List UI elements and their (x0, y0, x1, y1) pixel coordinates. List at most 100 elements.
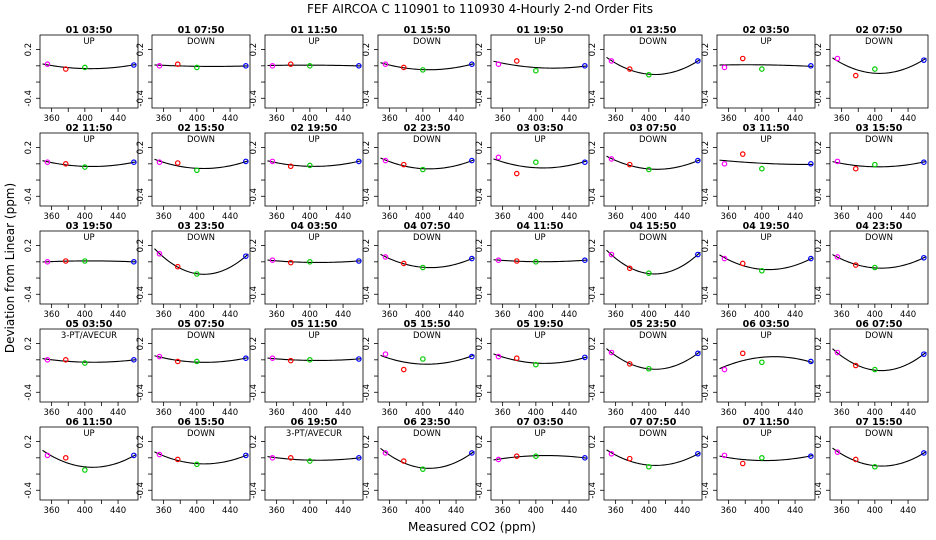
x-tick-label: 440 (335, 212, 351, 222)
data-point (287, 61, 294, 67)
panel-frame (151, 34, 251, 109)
data-point (62, 66, 69, 72)
fit-curve (719, 64, 814, 68)
fit-curve (380, 62, 475, 71)
y-tick-label: -0.4 (588, 482, 598, 499)
data-point (872, 66, 878, 72)
x-tick-label: 360 (495, 506, 511, 516)
panel-frame (490, 132, 590, 207)
data-point (533, 67, 539, 74)
data-point (287, 455, 294, 461)
y-tick-label: 0.2 (814, 435, 824, 449)
data-point (533, 159, 539, 166)
x-tick-label: 440 (900, 310, 916, 320)
x-tick-label: 440 (222, 212, 238, 222)
x-tick-label: 400 (415, 408, 431, 418)
data-point (420, 67, 426, 73)
panel-mode: UP (308, 331, 319, 341)
y-tick-label: 0.2 (588, 141, 598, 155)
fit-curve (832, 447, 927, 467)
data-point (44, 159, 51, 166)
y-tick-label: -0.4 (136, 482, 146, 499)
y-tick-label: 0.2 (249, 337, 259, 351)
panel-mode: UP (534, 135, 545, 145)
data-point (759, 267, 765, 274)
data-point (420, 466, 426, 472)
data-point (243, 253, 249, 259)
x-tick-label: 440 (900, 114, 916, 124)
data-point (469, 61, 475, 67)
data-point (62, 258, 69, 264)
y-tick-label: 0.2 (814, 239, 824, 253)
y-tick-label: -0.4 (814, 482, 824, 499)
data-point (44, 61, 51, 67)
x-tick-label: 360 (495, 310, 511, 320)
fit-curve (154, 451, 249, 465)
data-point (808, 161, 814, 167)
fit-curve (380, 447, 475, 469)
y-tick-label: 0.2 (701, 141, 711, 155)
panel-time: 05 03:50 (66, 319, 113, 330)
data-point (646, 463, 652, 470)
panel-time: 06 15:50 (178, 417, 225, 428)
fit-curve (42, 449, 137, 468)
data-point (921, 351, 927, 357)
panel-mode: DOWN (413, 233, 441, 243)
x-tick-label: 400 (415, 310, 431, 320)
x-tick-label: 360 (269, 114, 285, 124)
data-point (400, 366, 407, 373)
fit-curve (832, 254, 927, 269)
y-tick-label: 0.2 (362, 337, 372, 351)
x-tick-label: 400 (77, 408, 93, 418)
fit-curve (42, 160, 137, 168)
x-tick-label: 440 (448, 506, 464, 516)
data-point (872, 161, 878, 168)
panel-frame (603, 132, 703, 207)
panel-time: 07 15:50 (856, 417, 903, 428)
panel-time: 05 15:50 (404, 319, 451, 330)
data-point (626, 66, 633, 72)
y-tick-label: 0.2 (814, 337, 824, 351)
data-point (194, 64, 200, 71)
data-point (852, 165, 859, 172)
panel-frame (264, 34, 364, 109)
panel-time: 05 23:50 (630, 319, 677, 330)
data-point (739, 260, 746, 267)
data-point (582, 63, 588, 69)
panel-time: 03 15:50 (856, 123, 903, 134)
panel-mode: UP (760, 233, 771, 243)
fit-curve (154, 158, 249, 170)
x-tick-label: 360 (382, 212, 398, 222)
panel-frame (716, 132, 816, 207)
y-tick-label: 0.2 (814, 141, 824, 155)
y-tick-label: -0.4 (24, 482, 34, 499)
panel-time: 04 07:50 (404, 221, 451, 232)
y-tick-label: -0.4 (362, 188, 372, 205)
x-tick-label: 440 (787, 310, 803, 320)
x-tick-label: 400 (415, 506, 431, 516)
x-tick-label: 360 (269, 408, 285, 418)
panel-time: 07 03:50 (517, 417, 564, 428)
panel-mode: UP (308, 37, 319, 47)
data-point (582, 354, 588, 361)
panel-time: 05 19:50 (517, 319, 564, 330)
y-tick-label: -0.4 (24, 90, 34, 107)
panel-time: 04 23:50 (856, 221, 903, 232)
panel-time: 02 11:50 (66, 123, 113, 134)
panel-time: 06 23:50 (404, 417, 451, 428)
y-tick-label: 0.2 (249, 435, 259, 449)
panel-frame (151, 230, 251, 305)
data-point (834, 55, 841, 62)
panel-time: 06 07:50 (856, 319, 903, 330)
panel-mode: UP (760, 135, 771, 145)
panel-time: 01 03:50 (66, 25, 113, 36)
panel-frame (829, 328, 929, 403)
panel-mode: DOWN (639, 37, 667, 47)
